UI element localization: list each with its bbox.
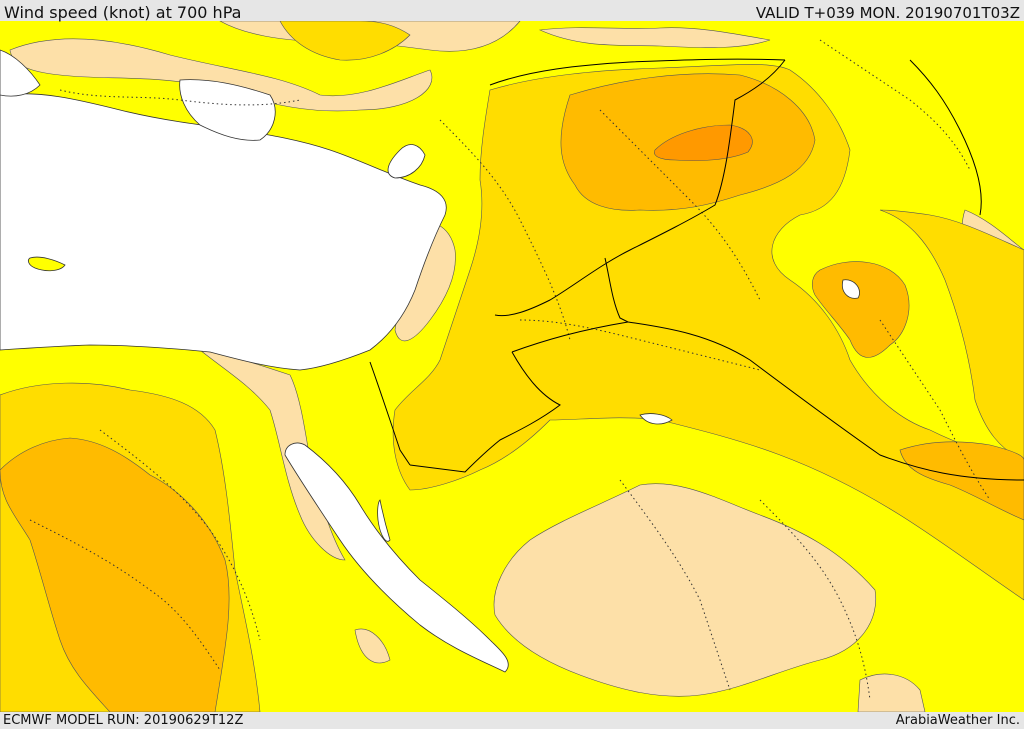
orange-high-gulf [899,441,1024,521]
peach-red-sea-islands [354,628,391,664]
wind-speed-map [0,21,1024,712]
header-bar: Wind speed (knot) at 700 hPa VALID T+039… [0,0,1024,22]
model-run-label: ECMWF MODEL RUN: 20190629T12Z [3,713,244,728]
gulf-of-aqaba [377,499,391,542]
orange-high-egypt-interior [0,437,230,712]
credit-label: ArabiaWeather Inc. [895,713,1020,728]
map-area[interactable] [0,21,1024,712]
peach-nile-delta [198,349,346,561]
footer-bar: ECMWF MODEL RUN: 20190629T12Z ArabiaWeat… [0,712,1024,729]
peach-caucasus [538,27,771,48]
orange-mid-turkey-north [279,21,411,61]
orange-mid-iran [879,209,1024,461]
peach-arabia-interior [493,483,877,697]
orange-mid-main [392,64,1024,601]
crete-island [28,256,66,272]
small-lake-east [841,279,860,299]
aegean-sea [0,49,41,97]
peach-turkey-north [9,38,433,112]
peach-southeast [857,673,926,712]
mediterranean-sea [0,93,447,371]
small-lake [639,413,673,425]
map-title: Wind speed (knot) at 700 hPa [4,3,242,22]
admin-dotted-lines [29,39,991,701]
aegean-turkey-coast-sea [179,79,276,141]
inland-lake [387,144,426,179]
red-sea [284,442,509,673]
orange-high-iran-border [811,261,910,358]
country-borders [369,58,1024,481]
valid-time: VALID T+039 MON. 20190701T03Z [755,4,1020,22]
